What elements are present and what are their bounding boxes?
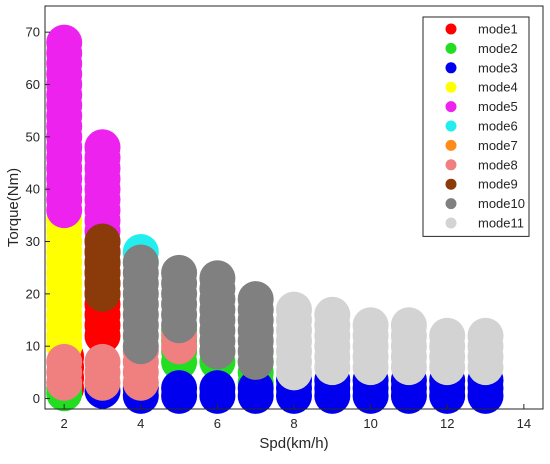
- legend-label-mode4: mode4: [478, 80, 518, 95]
- legend-label-mode1: mode1: [478, 22, 518, 37]
- legend-marker-mode8: [445, 159, 457, 171]
- legend-marker-mode10: [445, 198, 457, 210]
- legend-box: [422, 16, 530, 237]
- legend-label-mode2: mode2: [478, 41, 518, 56]
- data-point-mode5: [84, 129, 121, 166]
- legend-marker-mode1: [445, 23, 457, 35]
- data-point-mode11: [314, 296, 351, 333]
- x-tick-label: 14: [517, 416, 531, 431]
- data-point-mode8: [84, 343, 121, 380]
- data-point-mode11: [352, 307, 389, 344]
- data-point-mode11: [276, 291, 312, 328]
- x-tick-label: 4: [137, 416, 144, 431]
- legend-label-mode5: mode5: [478, 99, 518, 114]
- data-point-mode3: [199, 370, 236, 407]
- legend-label-mode3: mode3: [478, 60, 518, 75]
- legend-marker-mode7: [445, 139, 457, 151]
- data-points: [46, 24, 504, 414]
- y-tick-label: 40: [26, 182, 40, 197]
- legend: mode1 mode2 mode3 mode4 mode5 mode6 mode7 mode8…: [422, 16, 530, 237]
- legend-marker-mode11: [445, 217, 457, 229]
- legend-marker-mode3: [445, 62, 457, 74]
- x-axis-label: Spd(km/h): [259, 435, 328, 452]
- y-tick-label: 10: [26, 339, 40, 354]
- data-point-mode11: [390, 307, 427, 344]
- data-point-mode11: [467, 317, 504, 354]
- legend-marker-mode2: [445, 42, 457, 54]
- x-tick-label: 10: [363, 416, 377, 431]
- legend-label-mode11: mode11: [478, 216, 524, 231]
- y-tick-label: 30: [26, 234, 40, 249]
- axis-ticks: 2 4 6 8 10 12 14 0 10 20 30 40 50 60 70: [26, 25, 532, 431]
- data-point-mode10: [199, 260, 236, 297]
- y-axis-label: Torque(Nm): [5, 168, 22, 247]
- x-tick-label: 6: [214, 416, 221, 431]
- data-point-mode3: [161, 370, 198, 407]
- data-point-mode10: [237, 281, 274, 318]
- x-tick-label: 8: [290, 416, 297, 431]
- legend-marker-mode6: [445, 120, 457, 132]
- y-tick-label: 0: [33, 391, 40, 406]
- data-point-mode9: [84, 223, 121, 260]
- legend-label-mode7: mode7: [478, 138, 518, 153]
- data-point-mode11: [429, 317, 466, 354]
- legend-label-mode9: mode9: [478, 177, 518, 192]
- legend-label-mode8: mode8: [478, 157, 518, 172]
- x-tick-label: 2: [61, 416, 68, 431]
- data-point-mode10: [161, 254, 198, 291]
- y-tick-label: 60: [26, 77, 40, 92]
- y-tick-label: 20: [26, 286, 40, 301]
- data-point-mode5: [46, 24, 83, 61]
- legend-label-mode6: mode6: [478, 119, 518, 134]
- data-point-mode3: [237, 370, 274, 407]
- y-tick-label: 70: [26, 25, 40, 40]
- legend-marker-mode5: [445, 101, 457, 113]
- y-tick-label: 50: [26, 129, 40, 144]
- data-point-mode8: [46, 343, 83, 380]
- x-tick-label: 12: [440, 416, 454, 431]
- legend-label-mode10: mode10: [478, 196, 525, 211]
- legend-marker-mode9: [445, 178, 457, 190]
- legend-marker-mode4: [445, 81, 457, 93]
- data-point-mode10: [122, 244, 159, 281]
